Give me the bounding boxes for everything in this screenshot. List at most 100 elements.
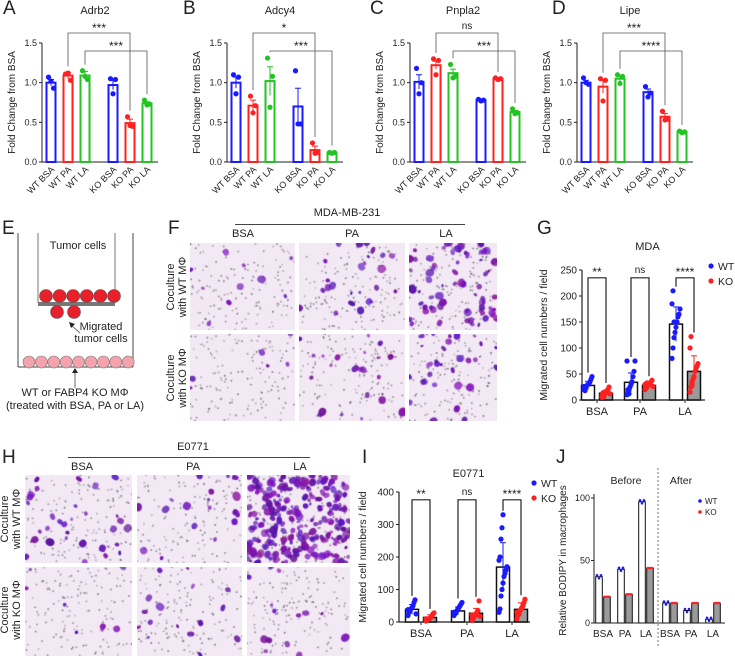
significance-bracket	[619, 50, 683, 126]
data-point	[709, 616, 713, 620]
micrograph-f-wt-la	[409, 243, 497, 330]
data-point	[693, 601, 697, 605]
h-header-rule	[68, 457, 310, 458]
y-tick-label: 0	[571, 396, 577, 407]
micrograph-f-wt-bsa	[190, 243, 295, 330]
data-point	[617, 566, 621, 570]
x-tick-label: LA	[640, 629, 653, 640]
data-point	[79, 68, 86, 74]
bar	[603, 596, 611, 624]
significance-label: ns	[635, 265, 646, 276]
data-point	[659, 108, 666, 114]
x-tick-label: BSA	[586, 406, 609, 418]
data-point	[705, 616, 709, 620]
data-point	[689, 381, 695, 387]
y-axis-label: Fold Change from BSA	[375, 51, 386, 154]
x-tick-label: PA	[633, 406, 648, 418]
legend-marker	[531, 495, 537, 501]
y-tick-label: 0.5	[24, 117, 37, 127]
micrograph-f-ko-la	[409, 334, 497, 421]
y-tick-label: 100	[575, 493, 590, 503]
bar	[597, 85, 609, 163]
data-point	[683, 607, 687, 611]
significance-label: ns	[462, 487, 473, 498]
h-col-bsa: BSA	[70, 461, 94, 473]
bar	[662, 602, 670, 624]
data-point	[433, 72, 439, 78]
panel-label-e: E	[2, 218, 15, 239]
group-label-after: After	[670, 475, 693, 487]
data-point	[640, 501, 644, 505]
data-point	[605, 595, 609, 599]
bar	[670, 602, 678, 624]
macrophage-cell	[121, 355, 135, 369]
data-point	[469, 612, 475, 618]
significance-label: ***	[477, 39, 491, 53]
significance-label: ****	[676, 265, 695, 279]
bar	[447, 72, 459, 163]
data-point	[144, 102, 150, 108]
f-col-la: LA	[439, 228, 453, 240]
data-point	[413, 611, 419, 617]
data-point	[430, 56, 437, 62]
data-point	[416, 91, 422, 97]
legend-label: WT	[705, 497, 718, 506]
significance-bracket	[84, 50, 148, 95]
data-point	[691, 601, 695, 605]
data-point	[601, 394, 607, 400]
bar	[62, 74, 74, 163]
y-tick-label: 0.0	[209, 157, 222, 167]
data-point	[498, 536, 504, 542]
diagram-migrated-label-1: Migrated	[79, 321, 123, 333]
bar	[659, 115, 671, 163]
data-point	[626, 391, 632, 397]
data-point	[707, 619, 711, 623]
data-point	[447, 61, 454, 68]
data-point	[625, 592, 629, 596]
data-point	[671, 335, 677, 341]
significance-bracket	[457, 499, 477, 599]
data-point	[695, 601, 699, 605]
bar	[595, 576, 603, 624]
data-point	[642, 84, 649, 90]
data-point	[603, 595, 607, 599]
h-col-la: LA	[293, 461, 307, 473]
data-point	[230, 72, 237, 78]
bar	[45, 81, 57, 163]
significance-bracket	[269, 50, 333, 146]
data-point	[583, 384, 589, 391]
data-point	[247, 93, 254, 99]
data-point	[431, 610, 437, 616]
y-tick-label: 1.0	[209, 78, 222, 88]
data-point	[679, 130, 685, 136]
legend-marker	[698, 510, 702, 514]
bar	[676, 130, 688, 163]
diagram-macrophage-label-2: (treated with BSA, PA or LA)	[6, 400, 144, 412]
data-point	[329, 150, 335, 156]
migrated-tumor-cell	[50, 305, 64, 319]
data-point	[674, 601, 678, 605]
micrograph-h-wt-pa	[137, 475, 242, 563]
bar	[691, 602, 699, 624]
data-point	[267, 104, 273, 110]
tumor-cell	[52, 289, 67, 303]
data-point	[522, 596, 528, 602]
data-point	[82, 73, 88, 79]
y-tick-label: 300	[377, 520, 394, 531]
y-tick-label: 150	[560, 318, 577, 329]
bar	[580, 81, 592, 163]
y-tick-label: 1.5	[559, 38, 572, 48]
legend-label: KO	[705, 508, 717, 517]
data-point	[624, 358, 630, 364]
data-point	[451, 609, 457, 615]
data-point	[495, 76, 501, 83]
panel-label-j: J	[556, 447, 566, 468]
data-point	[235, 74, 242, 80]
bar	[141, 102, 153, 163]
data-point	[642, 498, 646, 502]
diagram-macrophage-label-1: WT or FABP4 KO MΦ	[21, 387, 129, 399]
data-point	[597, 76, 604, 82]
y-tick-label: 0.0	[392, 157, 405, 167]
bar	[430, 64, 442, 163]
data-point	[124, 114, 131, 120]
